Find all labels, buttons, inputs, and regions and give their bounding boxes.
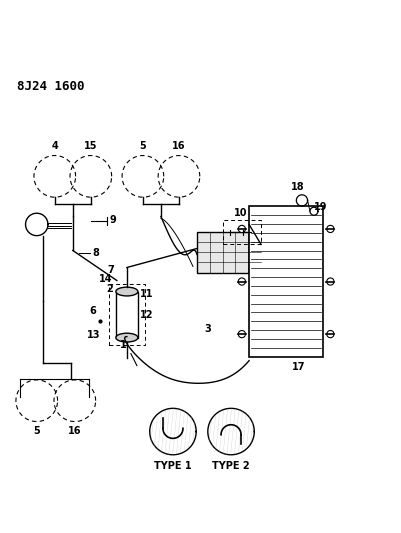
Circle shape: [326, 330, 333, 338]
Bar: [249, 206, 322, 357]
Ellipse shape: [115, 287, 138, 296]
Text: 16: 16: [172, 141, 185, 151]
Text: TYPE 1: TYPE 1: [154, 461, 191, 471]
Circle shape: [238, 330, 245, 338]
Circle shape: [238, 278, 245, 285]
Circle shape: [238, 225, 245, 232]
Text: 18: 18: [290, 182, 304, 192]
Text: 3: 3: [204, 324, 211, 334]
Text: 16: 16: [68, 426, 81, 437]
Circle shape: [326, 225, 333, 232]
Text: 2: 2: [106, 284, 113, 294]
Text: 13: 13: [86, 330, 100, 341]
Text: 6: 6: [89, 305, 96, 316]
Text: 8: 8: [92, 248, 99, 258]
Text: 9: 9: [109, 215, 116, 225]
Text: 10: 10: [233, 208, 246, 217]
Text: 12: 12: [140, 310, 153, 320]
Bar: [196, 232, 260, 272]
Text: 8J24 1600: 8J24 1600: [17, 80, 84, 93]
Text: 14: 14: [99, 274, 113, 284]
Text: 4: 4: [51, 141, 58, 151]
Text: 5: 5: [139, 141, 146, 151]
Text: 15: 15: [84, 141, 97, 151]
Text: 1: 1: [119, 340, 126, 350]
Text: 19: 19: [313, 202, 327, 212]
Text: 5: 5: [33, 426, 40, 437]
Circle shape: [326, 278, 333, 285]
Text: 7: 7: [107, 265, 114, 274]
Text: TYPE 2: TYPE 2: [212, 461, 249, 471]
Text: 11: 11: [140, 289, 153, 298]
Text: 17: 17: [292, 362, 305, 373]
Bar: [115, 292, 138, 337]
Ellipse shape: [115, 333, 138, 342]
